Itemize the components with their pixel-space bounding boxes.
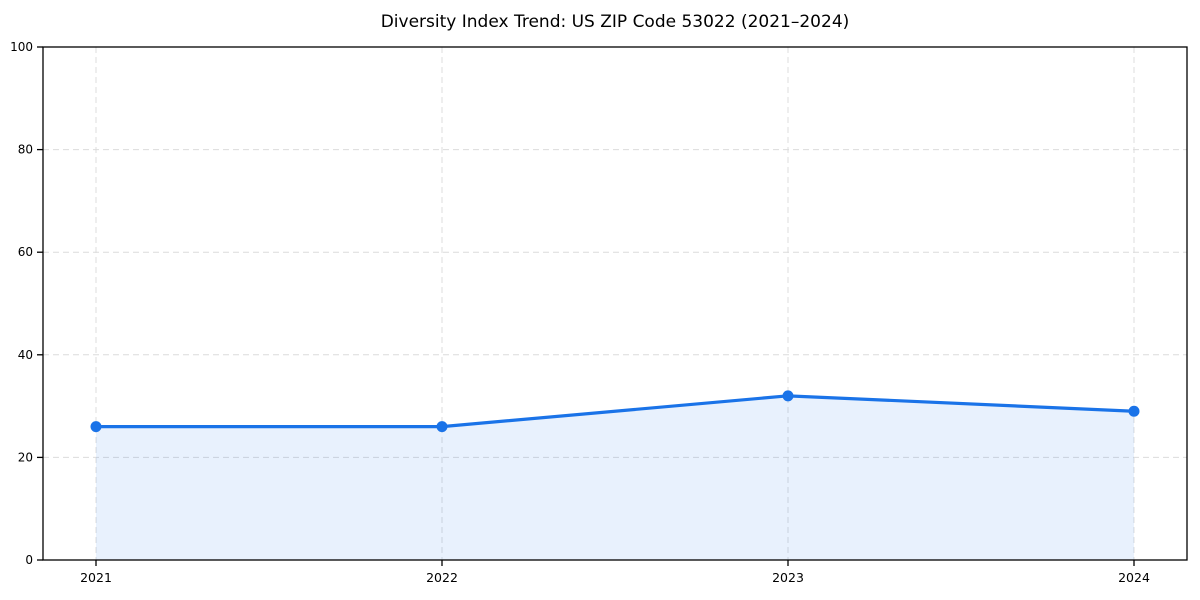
data-point bbox=[436, 421, 448, 433]
y-tick-label: 40 bbox=[18, 348, 33, 362]
data-point bbox=[1128, 405, 1140, 417]
y-tick-label: 20 bbox=[18, 450, 33, 464]
area-fill bbox=[96, 395, 1134, 560]
y-tick-label: 100 bbox=[10, 40, 33, 54]
y-tick-label: 60 bbox=[18, 245, 33, 259]
x-tick-label: 2024 bbox=[1118, 570, 1150, 585]
x-tick-label: 2023 bbox=[772, 570, 804, 585]
axes-box bbox=[42, 46, 1188, 561]
data-point bbox=[90, 421, 102, 433]
y-tick-label: 80 bbox=[18, 143, 33, 157]
data-point bbox=[782, 390, 794, 402]
x-tick-label: 2021 bbox=[80, 570, 112, 585]
chart-title: Diversity Index Trend: US ZIP Code 53022… bbox=[380, 12, 850, 32]
trend-line bbox=[94, 394, 1136, 429]
y-tick-label: 0 bbox=[25, 553, 33, 567]
x-tick-label: 2022 bbox=[426, 570, 458, 585]
